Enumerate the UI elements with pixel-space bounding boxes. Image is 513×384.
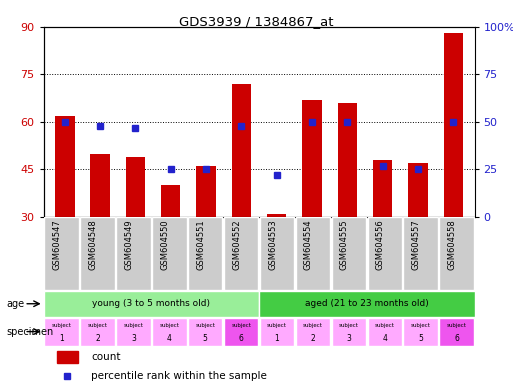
Bar (224, 217, 259, 290)
Text: subject: subject (447, 323, 466, 328)
Bar (44, 291, 259, 317)
Bar (161, 185, 181, 217)
Bar (367, 217, 402, 290)
Text: subject: subject (231, 323, 251, 328)
Text: GSM604556: GSM604556 (376, 219, 385, 270)
Bar (439, 318, 474, 346)
Text: 6: 6 (239, 334, 244, 343)
Text: 1: 1 (59, 334, 64, 343)
Bar (373, 160, 392, 217)
Bar (403, 318, 438, 346)
Bar (331, 217, 366, 290)
Text: age: age (6, 299, 24, 309)
Text: 4: 4 (167, 334, 172, 343)
Text: subject: subject (339, 323, 359, 328)
Text: aged (21 to 23 months old): aged (21 to 23 months old) (305, 299, 429, 308)
Text: 4: 4 (382, 334, 387, 343)
Bar (126, 157, 145, 217)
Bar (444, 33, 463, 217)
Text: GSM604549: GSM604549 (124, 219, 133, 270)
Bar (90, 154, 110, 217)
Text: specimen: specimen (6, 326, 53, 337)
Text: subject: subject (52, 323, 71, 328)
Bar (80, 217, 115, 290)
Bar (331, 318, 366, 346)
Bar (232, 84, 251, 217)
Bar (55, 116, 74, 217)
Bar (152, 217, 187, 290)
Bar (267, 214, 286, 217)
Bar (338, 103, 357, 217)
Bar (408, 163, 428, 217)
Bar (116, 217, 151, 290)
Text: 6: 6 (454, 334, 459, 343)
Text: count: count (91, 352, 121, 362)
Bar (116, 318, 151, 346)
Bar (56, 351, 78, 363)
Bar (295, 318, 330, 346)
Bar (367, 318, 402, 346)
Bar (152, 318, 187, 346)
Text: GSM604557: GSM604557 (411, 219, 421, 270)
Bar (196, 166, 216, 217)
Text: 2: 2 (310, 334, 315, 343)
Bar (80, 318, 115, 346)
Bar (295, 217, 330, 290)
Bar (439, 217, 474, 290)
Text: GSM604553: GSM604553 (268, 219, 277, 270)
Text: subject: subject (267, 323, 287, 328)
Text: 1: 1 (274, 334, 280, 343)
Text: subject: subject (375, 323, 394, 328)
Text: subject: subject (195, 323, 215, 328)
Text: GSM604558: GSM604558 (447, 219, 457, 270)
Text: subject: subject (124, 323, 143, 328)
Text: young (3 to 5 months old): young (3 to 5 months old) (92, 299, 210, 308)
Text: GSM604550: GSM604550 (160, 219, 169, 270)
Text: 5: 5 (418, 334, 423, 343)
Bar (260, 217, 294, 290)
Text: GSM604547: GSM604547 (52, 219, 62, 270)
Text: subject: subject (88, 323, 107, 328)
Text: GSM604555: GSM604555 (340, 219, 349, 270)
Text: 3: 3 (346, 334, 351, 343)
Bar (188, 217, 223, 290)
Text: percentile rank within the sample: percentile rank within the sample (91, 371, 267, 381)
Text: GSM604554: GSM604554 (304, 219, 313, 270)
Bar (260, 318, 294, 346)
Text: 2: 2 (95, 334, 100, 343)
Text: GSM604552: GSM604552 (232, 219, 241, 270)
Bar (188, 318, 223, 346)
Text: 5: 5 (203, 334, 208, 343)
Bar (302, 100, 322, 217)
Bar (44, 217, 79, 290)
Bar (224, 318, 259, 346)
Bar (44, 318, 79, 346)
Text: GSM604548: GSM604548 (88, 219, 97, 270)
Bar (403, 217, 438, 290)
Text: GSM604551: GSM604551 (196, 219, 205, 270)
Text: 3: 3 (131, 334, 136, 343)
Text: subject: subject (303, 323, 323, 328)
Text: GDS3939 / 1384867_at: GDS3939 / 1384867_at (179, 15, 334, 28)
Text: subject: subject (411, 323, 430, 328)
Text: subject: subject (160, 323, 179, 328)
Bar (259, 291, 475, 317)
